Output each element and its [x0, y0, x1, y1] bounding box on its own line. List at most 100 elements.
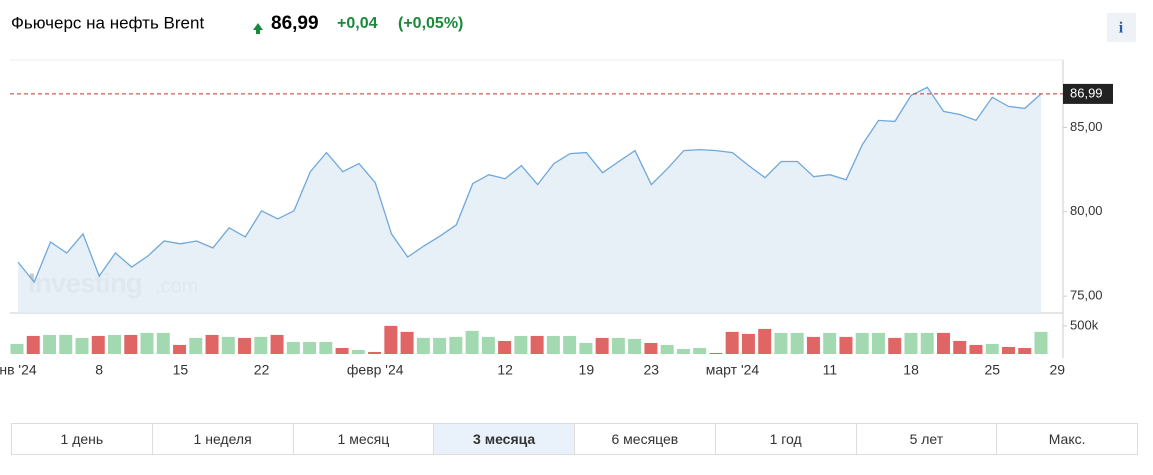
volume-bar: [10, 343, 24, 354]
volume-bar: [59, 334, 73, 354]
chart: Фьючерс на нефть Brent 86,99 +0,04 (+0,0…: [0, 13, 1136, 378]
volume-bar: [839, 336, 853, 354]
volume-bar: [530, 335, 544, 354]
x-tick-label: 15: [173, 362, 189, 378]
x-tick-label: 12: [497, 362, 513, 378]
volume-bar: [644, 342, 658, 354]
volume-bar: [351, 350, 365, 354]
volume-bar: [628, 338, 642, 354]
volume-bar: [1018, 347, 1032, 354]
volume-bar: [855, 332, 869, 354]
volume-bar: [1001, 346, 1015, 354]
volume-bar: [303, 341, 317, 354]
last-price-box: [1063, 83, 1113, 104]
change-pct: (+0,05%): [398, 15, 463, 32]
volume-bar: [368, 351, 382, 354]
range-tab[interactable]: 1 месяц: [294, 424, 435, 454]
volume-bar: [595, 337, 609, 354]
range-tab[interactable]: 6 месяцев: [575, 424, 716, 454]
volume-bar: [725, 331, 739, 354]
volume-bar: [904, 332, 918, 354]
volume-bar: [221, 336, 235, 354]
volume-bar: [384, 325, 398, 354]
volume-bar: [156, 332, 170, 354]
range-tab[interactable]: 3 месяца: [434, 424, 575, 454]
volume-bar: [270, 334, 284, 354]
volume-bar: [969, 344, 983, 354]
x-tick-label: нв '24: [0, 362, 37, 378]
volume-bar: [514, 335, 528, 354]
x-tick-label: 8: [95, 362, 103, 378]
price-line: [17, 86, 1042, 284]
volume-bar: [693, 347, 707, 354]
volume-bar: [124, 334, 138, 354]
up-arrow: [253, 23, 263, 34]
volume-bar: [985, 343, 999, 354]
volume-bar: [449, 336, 463, 354]
y-tick-label: 80,00: [1070, 203, 1103, 218]
volume-bar: [774, 332, 788, 354]
volume-bar: [806, 336, 820, 354]
change: +0,04: [337, 15, 378, 32]
volume-bar: [335, 347, 349, 354]
range-tabs: 1 день 1 неделя 1 месяц 3 месяца 6 месяцев 1 …: [11, 423, 1138, 455]
x-tick-label: 22: [254, 362, 270, 378]
volume-bar: [920, 332, 934, 354]
volume-bar: [758, 328, 772, 354]
volume-bar: [1034, 331, 1048, 354]
volume-bar: [189, 337, 203, 354]
range-tab[interactable]: Макс.: [1048, 431, 1086, 447]
volume-bar: [238, 337, 252, 354]
range-tab[interactable]: 5 лет: [857, 424, 998, 454]
title: Фьючерс на нефть Brent: [11, 13, 204, 32]
info-button[interactable]: [1107, 13, 1136, 42]
volume-bar: [790, 332, 804, 354]
volume-bar: [433, 337, 447, 354]
x-tick-label: март '24: [706, 362, 760, 378]
info-icon[interactable]: i: [1119, 20, 1124, 37]
volume-bar: [465, 330, 479, 354]
volume-bar: [936, 332, 950, 354]
volume-bar: [546, 335, 560, 354]
volume-bar: [953, 340, 967, 354]
volume-bar: [91, 335, 105, 354]
volume-bar: [43, 334, 57, 354]
x-tick-label: 25: [984, 362, 1000, 378]
y-tick-label: 75,00: [1070, 288, 1103, 303]
volume-bar: [498, 340, 512, 354]
volume-bar: [660, 344, 674, 354]
x-tick-label: 19: [579, 362, 595, 378]
volume-bar: [205, 334, 219, 354]
volume-bar: [741, 333, 755, 354]
volume-bar: [611, 337, 625, 354]
x-tick-label: февр '24: [347, 362, 404, 378]
range-tab[interactable]: 1 год: [716, 424, 857, 454]
volume-bar: [871, 332, 885, 354]
volume-bar: [823, 332, 837, 354]
volume-bar: [173, 344, 187, 354]
area: [18, 87, 1041, 313]
volume-bar: [888, 337, 902, 354]
x-tick-label: 29: [1049, 362, 1065, 378]
volume-bar: [579, 342, 593, 354]
volume-bar: [400, 331, 414, 354]
volume-bar: [108, 334, 122, 354]
volume-bar: [676, 348, 690, 354]
x-tick-label: 18: [903, 362, 919, 378]
x-tick-label: 23: [643, 362, 659, 378]
volume-tick-label: 500k: [1070, 317, 1099, 332]
volume-bar: [254, 336, 268, 354]
volume-bar: [319, 341, 333, 354]
volume-bar: [75, 337, 89, 354]
volume-bar: [26, 335, 40, 354]
volume-bar: [709, 352, 723, 354]
range-tab[interactable]: 1 неделя: [153, 424, 294, 454]
volume-bar: [481, 336, 495, 354]
range-tab[interactable]: 1 день: [12, 424, 153, 454]
volume-bar: [416, 337, 430, 354]
x-tick-label: 11: [823, 362, 838, 378]
volume-bar: [563, 335, 577, 354]
volume-bar: [140, 332, 154, 354]
volume-bar: [286, 341, 300, 354]
